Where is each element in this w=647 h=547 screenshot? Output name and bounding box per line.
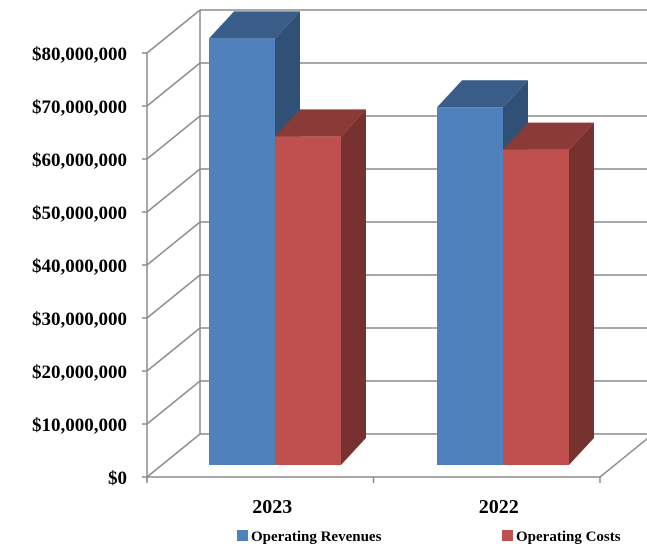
bar-top-face xyxy=(437,80,528,108)
legend: Operating Revenues Operating Costs xyxy=(237,529,621,545)
y-tick-label: $40,000,000 xyxy=(32,256,127,277)
bar-front-face xyxy=(503,149,569,465)
bar-top-face xyxy=(209,11,300,39)
bar-front-face xyxy=(209,38,275,465)
legend-swatch xyxy=(502,530,513,541)
bar-operating-costs-2023 xyxy=(275,109,366,466)
bars xyxy=(209,11,594,466)
gridline-diagonal xyxy=(146,433,201,478)
gridline-diagonal xyxy=(146,62,201,107)
x-axis-tick-labels: 2023 2022 xyxy=(252,496,519,518)
bar-front-face xyxy=(437,107,503,465)
gridline-diagonal xyxy=(146,221,201,266)
bar-front-face xyxy=(275,136,341,465)
y-tick-label: $70,000,000 xyxy=(32,97,127,118)
legend-label: Operating Revenues xyxy=(251,529,382,545)
bar-side-face xyxy=(341,109,366,466)
bar-operating-revenues-2023 xyxy=(209,11,300,465)
y-tick-label: $80,000,000 xyxy=(32,44,127,65)
bar-operating-costs-2022 xyxy=(503,122,594,466)
y-tick-label: $10,000,000 xyxy=(32,415,127,436)
gridline-diagonal xyxy=(146,9,201,54)
gridline-diagonal xyxy=(146,168,201,213)
gridline-diagonal xyxy=(146,274,201,319)
legend-label: Operating Costs xyxy=(516,529,621,545)
legend-swatch xyxy=(237,530,248,541)
y-tick-label: $0 xyxy=(108,468,127,489)
bar-top-face xyxy=(503,122,594,150)
y-axis-tick-labels: $0 $10,000,000 $20,000,000 $30,000,000 $40,0… xyxy=(32,44,127,489)
y-tick-label: $30,000,000 xyxy=(32,309,127,330)
floor-edge xyxy=(599,437,647,478)
legend-entry-operating-revenues: Operating Revenues xyxy=(237,529,382,545)
bar-top-face xyxy=(275,109,366,137)
axes xyxy=(142,52,601,483)
gridline-diagonal xyxy=(146,380,201,425)
x-tick-label: 2022 xyxy=(479,496,519,518)
gridline-diagonal xyxy=(146,115,201,160)
y-tick-label: $50,000,000 xyxy=(32,203,127,224)
y-tick-label: $60,000,000 xyxy=(32,150,127,171)
plot-back-wall xyxy=(599,437,647,478)
bar-side-face xyxy=(569,122,594,466)
gridline-diagonal xyxy=(146,327,201,372)
y-tick-label: $20,000,000 xyxy=(32,362,127,383)
x-tick-label: 2023 xyxy=(252,496,292,518)
legend-entry-operating-costs: Operating Costs xyxy=(502,529,621,545)
